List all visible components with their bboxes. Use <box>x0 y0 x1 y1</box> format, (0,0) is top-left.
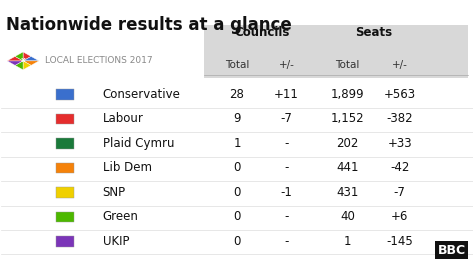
Text: -: - <box>284 210 289 223</box>
Text: Total: Total <box>336 60 360 70</box>
Polygon shape <box>7 56 23 61</box>
Text: Conservative: Conservative <box>103 88 181 101</box>
Text: 0: 0 <box>233 186 241 199</box>
Text: -145: -145 <box>386 235 413 248</box>
Text: +/-: +/- <box>392 60 408 70</box>
Polygon shape <box>15 61 23 70</box>
Text: Councils: Councils <box>234 27 290 39</box>
FancyBboxPatch shape <box>55 163 74 173</box>
Text: LOCAL ELECTIONS 2017: LOCAL ELECTIONS 2017 <box>45 56 152 65</box>
Text: Nationwide results at a glance: Nationwide results at a glance <box>6 16 292 34</box>
Text: -1: -1 <box>281 186 292 199</box>
FancyBboxPatch shape <box>55 89 74 100</box>
Text: 1: 1 <box>344 235 352 248</box>
FancyBboxPatch shape <box>55 138 74 149</box>
Text: Lib Dem: Lib Dem <box>103 161 152 174</box>
Text: +563: +563 <box>383 88 416 101</box>
Polygon shape <box>23 61 31 70</box>
Text: 1: 1 <box>233 137 241 150</box>
Text: Total: Total <box>225 60 249 70</box>
Text: BBC: BBC <box>438 244 465 257</box>
Text: 40: 40 <box>340 210 355 223</box>
Polygon shape <box>23 56 39 61</box>
Text: +33: +33 <box>387 137 412 150</box>
Polygon shape <box>7 61 23 65</box>
Text: Green: Green <box>103 210 138 223</box>
Text: +6: +6 <box>391 210 408 223</box>
FancyBboxPatch shape <box>204 25 468 78</box>
Polygon shape <box>15 52 23 61</box>
Text: UKIP: UKIP <box>103 235 129 248</box>
Text: +/-: +/- <box>279 60 294 70</box>
Text: -: - <box>284 137 289 150</box>
Text: -7: -7 <box>393 186 406 199</box>
Text: 202: 202 <box>337 137 359 150</box>
Text: +11: +11 <box>274 88 299 101</box>
Text: 9: 9 <box>233 113 241 125</box>
Text: -42: -42 <box>390 161 409 174</box>
Text: 1,899: 1,899 <box>331 88 365 101</box>
FancyBboxPatch shape <box>55 187 74 198</box>
Text: 431: 431 <box>337 186 359 199</box>
Text: 0: 0 <box>233 210 241 223</box>
Text: -: - <box>284 235 289 248</box>
Text: 441: 441 <box>337 161 359 174</box>
Text: -7: -7 <box>281 113 292 125</box>
FancyBboxPatch shape <box>55 211 74 222</box>
Text: Labour: Labour <box>103 113 144 125</box>
Text: -: - <box>284 161 289 174</box>
FancyBboxPatch shape <box>55 236 74 247</box>
Text: Plaid Cymru: Plaid Cymru <box>103 137 174 150</box>
Text: 1,152: 1,152 <box>331 113 365 125</box>
Text: -382: -382 <box>386 113 413 125</box>
Text: X: X <box>21 58 26 63</box>
Text: SNP: SNP <box>103 186 126 199</box>
Text: 28: 28 <box>229 88 245 101</box>
FancyBboxPatch shape <box>55 114 74 124</box>
Polygon shape <box>23 52 31 61</box>
Text: Seats: Seats <box>355 27 392 39</box>
Text: 0: 0 <box>233 161 241 174</box>
Polygon shape <box>23 61 39 65</box>
Text: 0: 0 <box>233 235 241 248</box>
